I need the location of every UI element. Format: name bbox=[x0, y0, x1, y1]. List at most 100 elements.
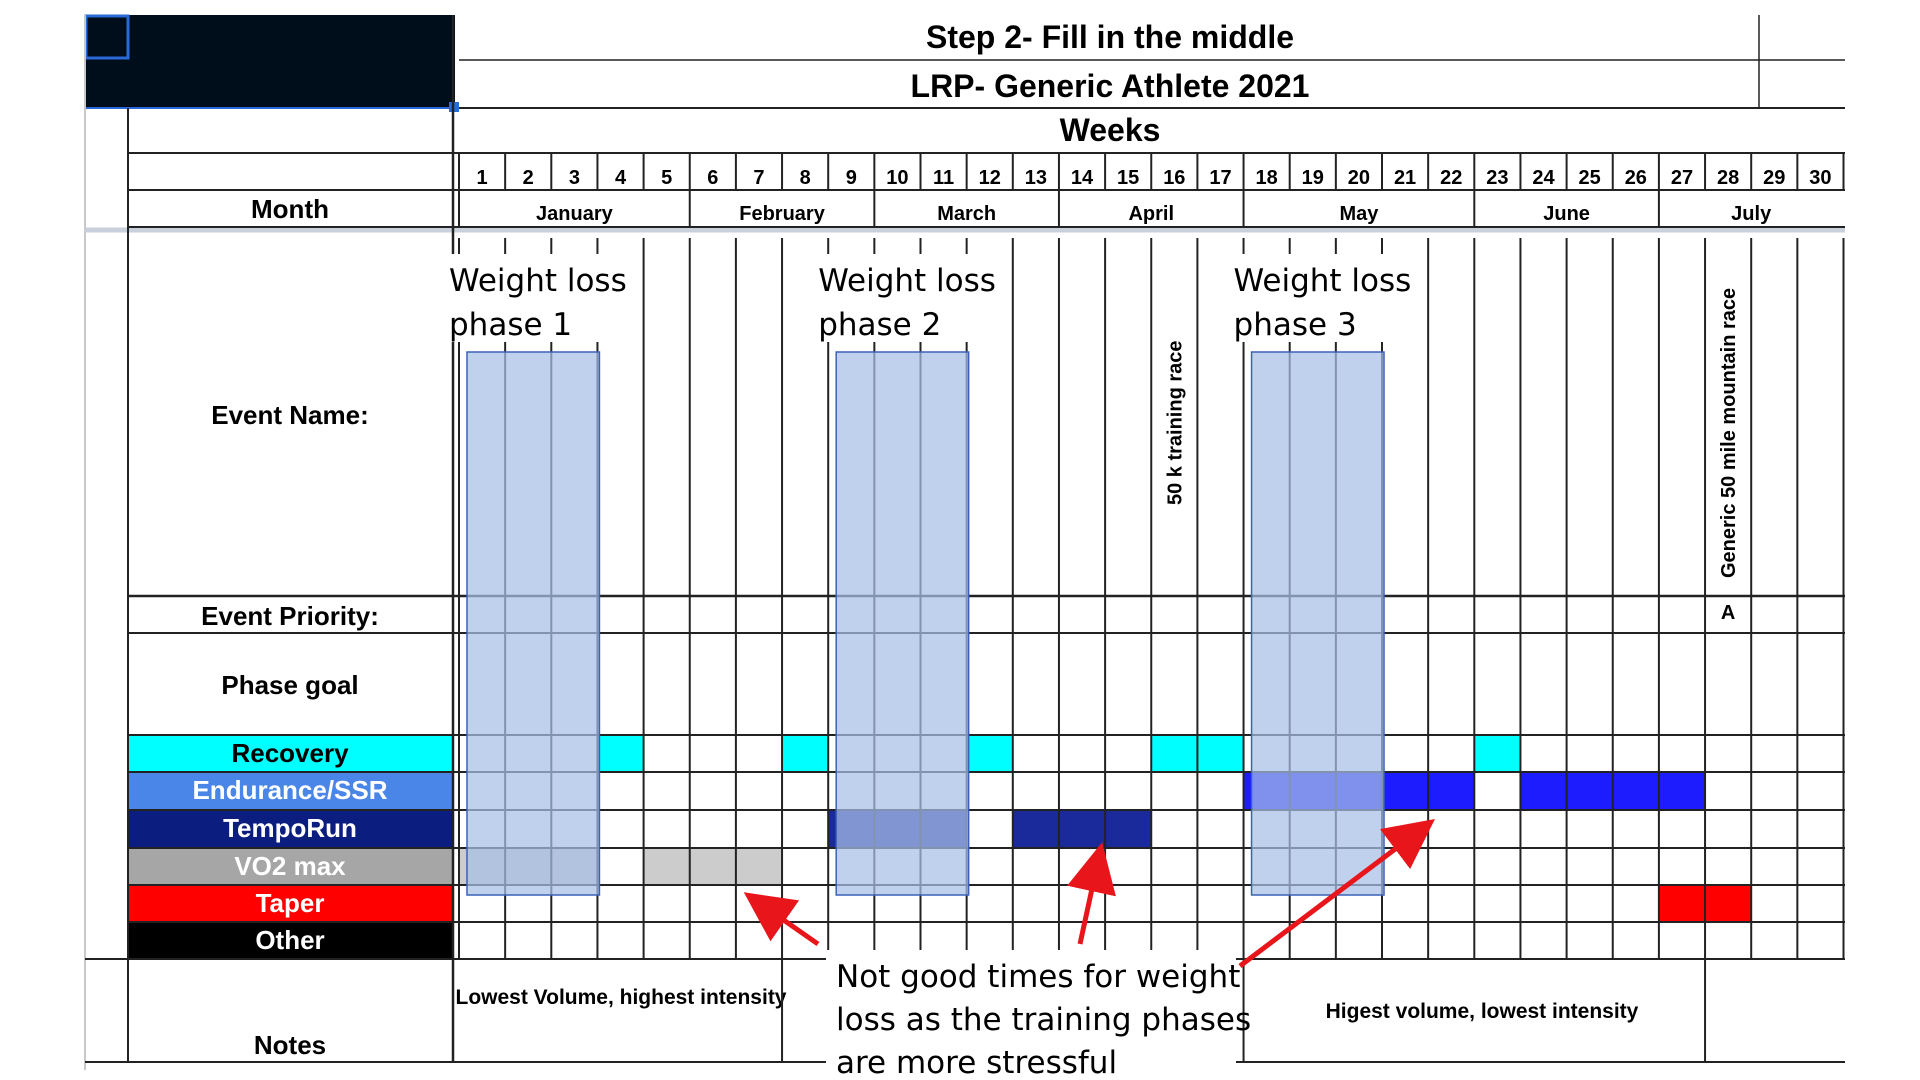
week-number-23: 23 bbox=[1486, 167, 1508, 189]
arrow-to-vo2 bbox=[743, 892, 820, 947]
month-january: January bbox=[536, 203, 614, 225]
phase-label-taper-bg bbox=[128, 885, 452, 922]
week-number-18: 18 bbox=[1256, 167, 1278, 189]
event-priority-label: Event Priority: bbox=[201, 601, 379, 631]
notes-label: Notes bbox=[254, 1030, 326, 1060]
phase-cell-recovery-week-8[interactable] bbox=[782, 735, 829, 772]
weight-loss-label-2-line-1: Weight loss bbox=[818, 263, 996, 299]
month-july: July bbox=[1731, 203, 1772, 225]
week-number-6: 6 bbox=[707, 167, 718, 189]
phase-cell-endurance-week-25[interactable] bbox=[1566, 772, 1613, 809]
week-number-11: 11 bbox=[933, 167, 954, 189]
week-number-5: 5 bbox=[661, 167, 672, 189]
event-priority-week-28: A bbox=[1721, 602, 1735, 624]
week-number-25: 25 bbox=[1579, 167, 1601, 189]
weeks-label: Weeks bbox=[1060, 112, 1161, 148]
month-march: March bbox=[937, 203, 996, 225]
week-number-9: 9 bbox=[846, 167, 857, 189]
phase-label-recovery-bg bbox=[128, 735, 452, 772]
week-number-27: 27 bbox=[1671, 167, 1693, 189]
phase-label-tempo-bg bbox=[128, 810, 452, 847]
weight-loss-label-3-line-2: phase 3 bbox=[1234, 307, 1357, 343]
phase-label-other-bg bbox=[128, 922, 452, 959]
phase-label-tempo: TempoRun bbox=[223, 813, 357, 843]
week-number-7: 7 bbox=[753, 167, 764, 189]
phase-cell-recovery-week-12[interactable] bbox=[966, 735, 1013, 772]
annotation-bg bbox=[826, 950, 1236, 1078]
weight-loss-label-2-line-2: phase 2 bbox=[818, 307, 941, 343]
phase-cell-taper-week-27[interactable] bbox=[1658, 885, 1706, 922]
arrow-to-tempo bbox=[1067, 842, 1116, 945]
phase-cell-vo2-week-5[interactable] bbox=[643, 848, 690, 885]
weight-loss-label-bg-3 bbox=[1229, 254, 1410, 342]
week-number-4: 4 bbox=[615, 167, 627, 189]
week-number-10: 10 bbox=[886, 167, 908, 189]
week-number-22: 22 bbox=[1440, 167, 1462, 189]
week-number-21: 21 bbox=[1394, 167, 1416, 189]
selected-cell[interactable] bbox=[85, 15, 455, 108]
phase-cell-vo2-week-6[interactable] bbox=[689, 848, 736, 885]
week-number-12: 12 bbox=[979, 167, 1001, 189]
step-title: Step 2- Fill in the middle bbox=[926, 19, 1294, 55]
weight-loss-label-3-line-1: Weight loss bbox=[1234, 263, 1412, 299]
arrow-to-endurance bbox=[1238, 818, 1435, 968]
month-february: February bbox=[739, 203, 825, 225]
weight-loss-overlay-1[interactable] bbox=[466, 351, 601, 896]
notes-early: Lowest Volume, highest intensity bbox=[456, 986, 787, 1009]
phase-label-endurance: Endurance/SSR bbox=[192, 775, 387, 805]
week-number-26: 26 bbox=[1625, 167, 1647, 189]
weight-loss-label-bg-2 bbox=[814, 254, 995, 342]
phase-cell-tempo-week-15[interactable] bbox=[1105, 810, 1152, 847]
annotation-line-1: Not good times for weight bbox=[836, 959, 1240, 995]
event-name-week-28: Generic 50 mile mountain race bbox=[1718, 288, 1740, 578]
phase-cell-recovery-week-17[interactable] bbox=[1197, 735, 1244, 772]
week-number-13: 13 bbox=[1025, 167, 1047, 189]
weight-loss-label-1-line-1: Weight loss bbox=[449, 263, 627, 299]
annotation-line-3: are more stressful bbox=[836, 1045, 1117, 1080]
phase-goal-label: Phase goal bbox=[221, 670, 358, 700]
week-number-2: 2 bbox=[523, 167, 534, 189]
phase-label-endurance-bg bbox=[128, 772, 452, 809]
phase-cell-recovery-week-4[interactable] bbox=[597, 735, 644, 772]
phase-cell-endurance-week-27[interactable] bbox=[1658, 772, 1706, 809]
phase-cell-endurance-week-26[interactable] bbox=[1612, 772, 1659, 809]
phase-cell-endurance-week-24[interactable] bbox=[1520, 772, 1567, 809]
week-number-29: 29 bbox=[1763, 167, 1785, 189]
phase-cell-recovery-week-16[interactable] bbox=[1151, 735, 1198, 772]
week-number-17: 17 bbox=[1209, 167, 1231, 189]
week-number-30: 30 bbox=[1809, 167, 1831, 189]
phase-cell-vo2-week-7[interactable] bbox=[735, 848, 783, 885]
phase-cell-tempo-week-13[interactable] bbox=[1012, 810, 1059, 847]
phase-cell-recovery-week-23[interactable] bbox=[1474, 735, 1521, 772]
phase-label-other: Other bbox=[255, 925, 324, 955]
month-april: April bbox=[1128, 203, 1174, 225]
notes-late: Higest volume, lowest intensity bbox=[1326, 1000, 1639, 1023]
event-name-week-16: 50 k training race bbox=[1164, 340, 1186, 505]
annotation-line-2: loss as the training phases bbox=[836, 1002, 1251, 1038]
phase-label-taper: Taper bbox=[256, 888, 325, 918]
month-row-label: Month bbox=[251, 194, 329, 224]
phase-cell-tempo-week-14[interactable] bbox=[1058, 810, 1106, 847]
phase-label-recovery: Recovery bbox=[231, 738, 349, 768]
phase-label-vo2-bg bbox=[128, 848, 452, 885]
weight-loss-overlay-2[interactable] bbox=[835, 351, 970, 896]
week-number-16: 16 bbox=[1163, 167, 1185, 189]
week-number-28: 28 bbox=[1717, 167, 1739, 189]
week-number-15: 15 bbox=[1117, 167, 1139, 189]
week-number-1: 1 bbox=[477, 167, 488, 189]
month-may: May bbox=[1339, 203, 1379, 225]
phase-cell-endurance-week-22[interactable] bbox=[1428, 772, 1475, 809]
week-number-24: 24 bbox=[1532, 167, 1555, 189]
phase-cell-taper-week-28[interactable] bbox=[1705, 885, 1752, 922]
weight-loss-overlay-3[interactable] bbox=[1250, 351, 1385, 896]
week-number-3: 3 bbox=[569, 167, 580, 189]
weight-loss-label-1-line-2: phase 1 bbox=[449, 307, 572, 343]
phase-cell-endurance-week-21[interactable] bbox=[1382, 772, 1429, 809]
event-name-label: Event Name: bbox=[211, 400, 369, 430]
week-number-20: 20 bbox=[1348, 167, 1370, 189]
weight-loss-label-bg-1 bbox=[445, 254, 625, 342]
week-number-14: 14 bbox=[1071, 167, 1094, 189]
plan-grid: 1 2 3 4 5 6 7 8 9 10 11 12 13 14 15 16 17 18 19 20 21 22 23 24 2… bbox=[84, 15, 1845, 1080]
phase-label-vo2: VO2 max bbox=[234, 851, 346, 881]
